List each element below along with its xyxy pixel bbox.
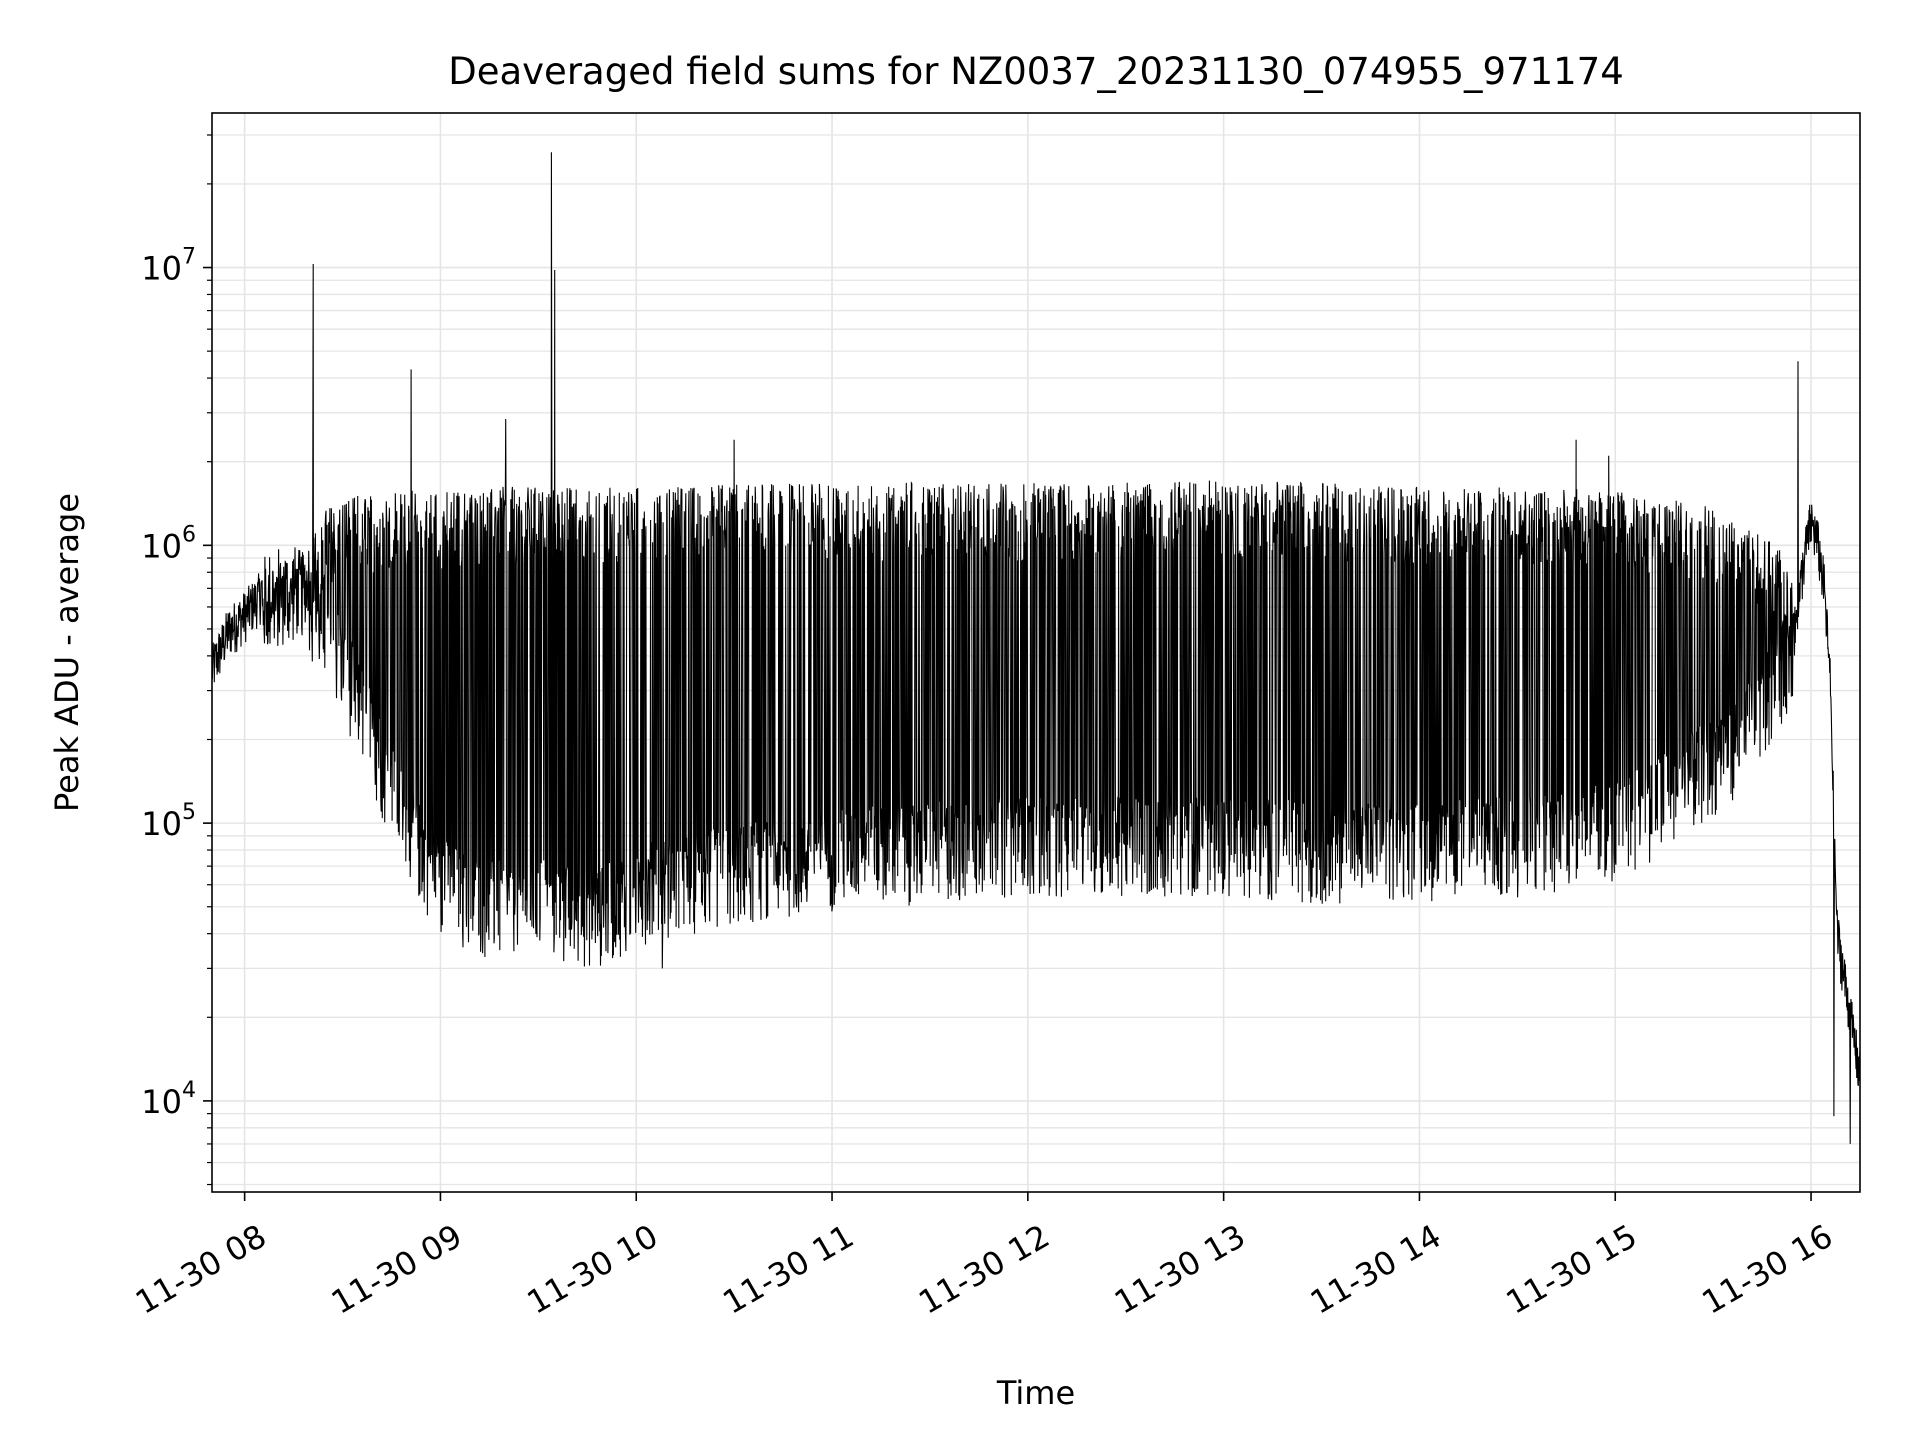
chart-title: Deaveraged field sums for NZ0037_2023113… [448, 50, 1624, 93]
y-tick-label: 105 [141, 800, 196, 843]
y-tick-label: 104 [141, 1078, 196, 1121]
y-axis-label: Peak ADU - average [48, 493, 86, 812]
grid [212, 113, 1860, 1192]
series-line [211, 152, 1861, 1144]
y-tick-label: 106 [141, 522, 196, 565]
x-axis-label: Time [996, 1374, 1075, 1412]
y-tick-label: 107 [141, 245, 196, 288]
data-line-group [211, 152, 1861, 1144]
plot-frame [211, 112, 1861, 1193]
